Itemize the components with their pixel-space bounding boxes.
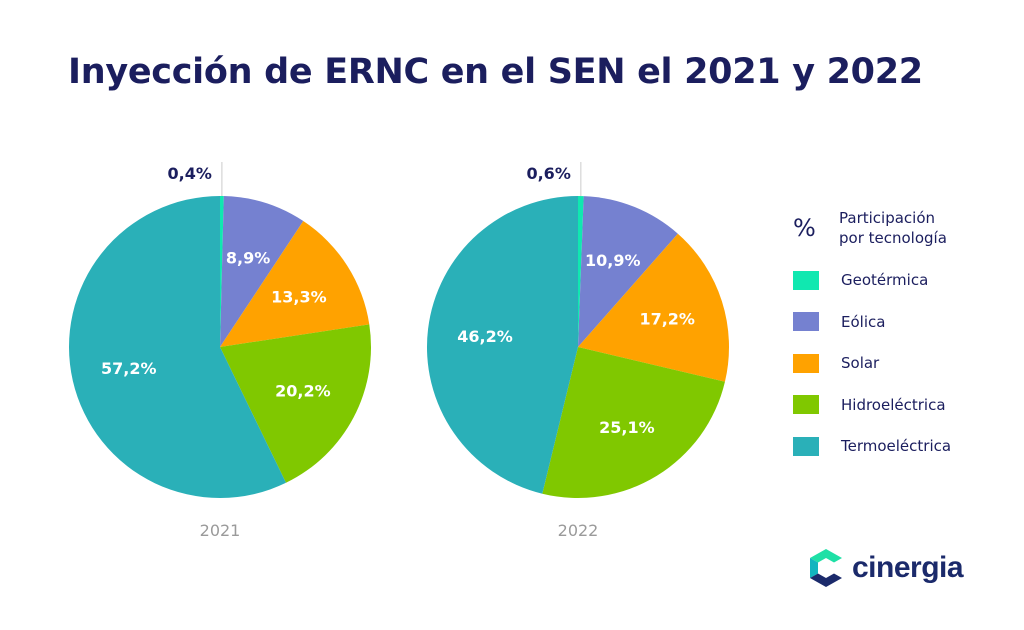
legend: % Participación por tecnología Geotérmic… bbox=[793, 208, 951, 478]
legend-swatch bbox=[793, 436, 819, 456]
data-label-eolica-2022: 10,9% bbox=[585, 251, 641, 270]
data-label-termoelectrica-2021: 57,2% bbox=[101, 359, 157, 378]
slice-hidroelectrica-2022 bbox=[542, 347, 725, 499]
legend-percent-symbol: % bbox=[793, 214, 816, 242]
data-label-hidroelectrica-2022: 25,1% bbox=[599, 418, 655, 437]
legend-label: Hidroeléctrica bbox=[841, 395, 946, 414]
data-label-solar-2021: 13,3% bbox=[271, 288, 327, 307]
page-title: Inyección de ERNC en el SEN el 2021 y 20… bbox=[68, 52, 923, 92]
slice-eolica-2021 bbox=[220, 196, 304, 347]
pie-chart-2021: 0,4% 8,9% 13,3% 20,2% 57,2% 2021 bbox=[68, 162, 372, 540]
slice-solar-2021 bbox=[220, 221, 370, 347]
legend-label: Eólica bbox=[841, 312, 886, 331]
legend-title: Participación por tecnología bbox=[839, 208, 947, 248]
slice-termoelectrica-2022 bbox=[426, 196, 578, 494]
legend-item-eolica: Eólica bbox=[793, 312, 951, 332]
legend-label: Geotérmica bbox=[841, 271, 929, 289]
cinergia-logo-icon bbox=[810, 549, 842, 587]
legend-label: Termoeléctrica bbox=[841, 437, 952, 455]
legend-label: Solar bbox=[841, 354, 880, 372]
cinergia-logo-text: cinergia bbox=[852, 551, 964, 584]
legend-title-line1: Participación bbox=[839, 209, 936, 227]
data-label-geotermica-2021: 0,4% bbox=[168, 164, 212, 183]
slice-hidroelectrica-2021 bbox=[220, 324, 372, 483]
pie-chart-2022: 0,6% 10,9% 17,2% 25,1% 46,2% 2022 bbox=[426, 162, 730, 540]
year-label-2021: 2021 bbox=[200, 521, 241, 540]
slice-termoelectrica-2021 bbox=[68, 196, 286, 498]
year-label-2022: 2022 bbox=[558, 521, 599, 540]
legend-title-line2: por tecnología bbox=[839, 229, 947, 247]
data-label-geotermica-2022: 0,6% bbox=[526, 164, 570, 183]
slice-geotermica-2022 bbox=[578, 196, 584, 347]
data-label-hidroelectrica-2021: 20,2% bbox=[275, 382, 331, 401]
legend-item-geotermica: Geotérmica bbox=[793, 270, 951, 290]
slice-eolica-2022 bbox=[578, 196, 678, 347]
legend-swatch bbox=[793, 395, 819, 414]
slice-solar-2022 bbox=[578, 233, 730, 382]
slice-geotermica-2021 bbox=[220, 196, 224, 347]
data-label-termoelectrica-2022: 46,2% bbox=[457, 327, 513, 346]
data-label-eolica-2021: 8,9% bbox=[226, 249, 270, 268]
legend-item-termoelectrica: Termoeléctrica bbox=[793, 436, 951, 456]
legend-header: % Participación por tecnología bbox=[793, 208, 951, 248]
legend-item-solar: Solar bbox=[793, 353, 951, 373]
legend-item-hidroelectrica: Hidroeléctrica bbox=[793, 395, 951, 415]
legend-swatch bbox=[793, 353, 819, 373]
legend-swatch bbox=[793, 312, 819, 331]
legend-swatch bbox=[793, 270, 819, 290]
data-label-solar-2022: 17,2% bbox=[639, 310, 695, 329]
cinergia-logo: cinergia bbox=[808, 548, 964, 588]
